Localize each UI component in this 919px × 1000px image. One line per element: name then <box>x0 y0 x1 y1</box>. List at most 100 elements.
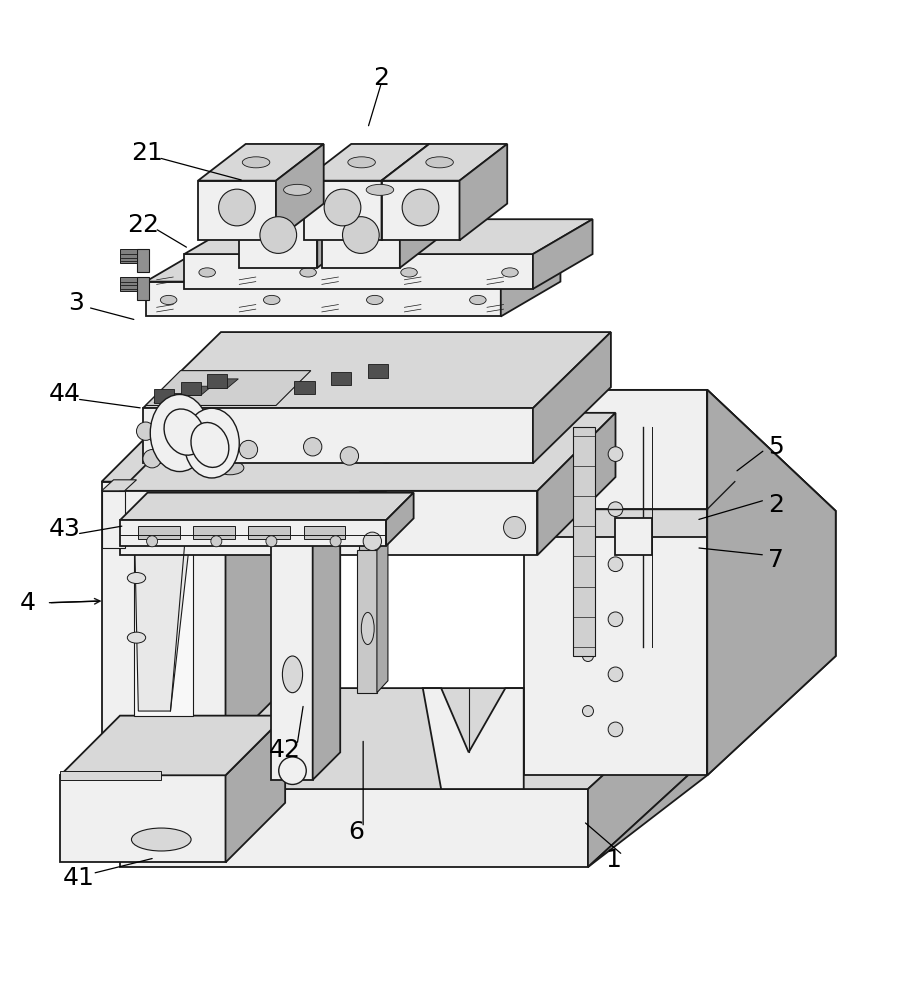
Circle shape <box>278 757 306 784</box>
Ellipse shape <box>160 295 176 305</box>
Ellipse shape <box>243 157 270 168</box>
Circle shape <box>608 722 623 737</box>
Circle shape <box>608 447 623 461</box>
Polygon shape <box>303 181 381 240</box>
Polygon shape <box>137 249 150 272</box>
Polygon shape <box>61 771 161 780</box>
Ellipse shape <box>300 268 316 277</box>
Polygon shape <box>102 480 137 491</box>
Ellipse shape <box>131 828 191 851</box>
Polygon shape <box>225 422 285 748</box>
Ellipse shape <box>470 295 486 305</box>
Polygon shape <box>61 716 285 775</box>
Ellipse shape <box>165 409 204 455</box>
Circle shape <box>583 595 594 606</box>
Circle shape <box>583 650 594 661</box>
Circle shape <box>143 450 161 468</box>
Text: 2: 2 <box>768 493 784 517</box>
Polygon shape <box>381 144 507 181</box>
Polygon shape <box>120 493 414 520</box>
Ellipse shape <box>151 394 209 472</box>
Circle shape <box>343 217 380 253</box>
Polygon shape <box>248 526 289 539</box>
Polygon shape <box>120 249 137 263</box>
Ellipse shape <box>128 572 146 584</box>
Polygon shape <box>460 144 507 240</box>
Polygon shape <box>312 505 340 780</box>
Ellipse shape <box>401 268 417 277</box>
Polygon shape <box>501 247 561 316</box>
Circle shape <box>583 485 594 496</box>
Text: 4: 4 <box>20 591 36 615</box>
Polygon shape <box>381 181 460 240</box>
Ellipse shape <box>372 449 400 463</box>
Polygon shape <box>134 495 193 711</box>
Text: 2: 2 <box>373 66 390 90</box>
Text: 6: 6 <box>348 820 365 844</box>
Polygon shape <box>303 526 345 539</box>
Circle shape <box>239 440 257 459</box>
Ellipse shape <box>502 268 518 277</box>
Text: 42: 42 <box>269 738 301 762</box>
Ellipse shape <box>264 295 280 305</box>
Polygon shape <box>271 532 312 780</box>
Polygon shape <box>134 495 193 716</box>
Circle shape <box>330 536 341 547</box>
Polygon shape <box>322 171 448 208</box>
Ellipse shape <box>361 612 374 645</box>
Polygon shape <box>207 379 238 388</box>
Text: 44: 44 <box>49 382 81 406</box>
Text: 5: 5 <box>768 435 784 459</box>
Polygon shape <box>368 364 388 378</box>
Polygon shape <box>588 766 708 867</box>
Circle shape <box>608 502 623 517</box>
Polygon shape <box>184 436 234 450</box>
Polygon shape <box>207 374 227 388</box>
Polygon shape <box>120 277 137 291</box>
Ellipse shape <box>184 408 239 478</box>
Circle shape <box>173 512 195 534</box>
Polygon shape <box>102 482 225 748</box>
Polygon shape <box>193 526 234 539</box>
Polygon shape <box>154 389 174 403</box>
Polygon shape <box>358 491 386 555</box>
Circle shape <box>608 612 623 627</box>
Circle shape <box>303 438 322 456</box>
Polygon shape <box>381 144 429 240</box>
Circle shape <box>137 422 155 440</box>
Ellipse shape <box>199 268 215 277</box>
Polygon shape <box>198 144 323 181</box>
Polygon shape <box>524 390 835 511</box>
Polygon shape <box>271 505 340 532</box>
Text: 41: 41 <box>62 866 95 890</box>
Polygon shape <box>120 520 386 546</box>
Ellipse shape <box>216 461 244 475</box>
Polygon shape <box>120 491 538 555</box>
Polygon shape <box>102 422 285 482</box>
Text: 22: 22 <box>127 213 159 237</box>
Polygon shape <box>143 408 533 463</box>
Text: 43: 43 <box>49 517 81 541</box>
Polygon shape <box>322 208 400 268</box>
Polygon shape <box>386 493 414 546</box>
Ellipse shape <box>446 443 473 456</box>
Text: 1: 1 <box>606 848 621 872</box>
Circle shape <box>504 517 526 539</box>
Polygon shape <box>146 247 561 282</box>
Polygon shape <box>303 144 429 181</box>
Text: 3: 3 <box>68 291 84 315</box>
Polygon shape <box>198 181 276 240</box>
Polygon shape <box>616 518 652 555</box>
Polygon shape <box>357 550 377 693</box>
Polygon shape <box>239 171 365 208</box>
Ellipse shape <box>128 632 146 643</box>
Polygon shape <box>139 526 179 539</box>
Polygon shape <box>120 413 616 491</box>
Polygon shape <box>225 716 285 862</box>
Circle shape <box>608 557 623 572</box>
Polygon shape <box>239 208 317 268</box>
Circle shape <box>266 536 277 547</box>
Polygon shape <box>120 688 698 789</box>
Polygon shape <box>317 171 365 268</box>
Circle shape <box>583 706 594 717</box>
